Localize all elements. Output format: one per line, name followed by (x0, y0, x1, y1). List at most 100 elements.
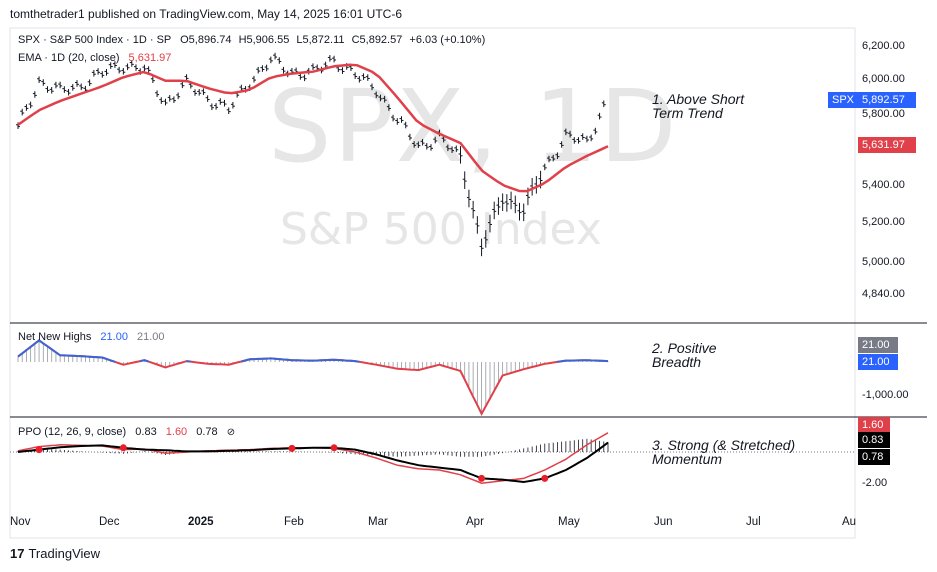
price-bar (458, 146, 463, 164)
x-label: Mar (368, 516, 388, 528)
ppo-cross-dot (330, 444, 338, 452)
x-label: Jun (654, 516, 673, 528)
spx-price-tag: 5,892.57 (858, 92, 916, 108)
legend-change: +6.03 (+0.10%) (409, 34, 486, 46)
price-bar (563, 128, 568, 136)
x-label: May (558, 516, 580, 528)
legend-ppo-v2: 1.60 (165, 426, 188, 438)
price-bar (357, 75, 362, 83)
price-bar (353, 72, 358, 79)
price-bar (214, 103, 219, 110)
price-bar (24, 104, 29, 111)
price-bar (311, 63, 315, 70)
publisher-line: tomthetrader1 published on TradingView.c… (10, 7, 403, 21)
y-label-ppo: -2.00 (862, 477, 888, 489)
annotation-3-line1: 3. Strong (& Stretched) (652, 437, 796, 453)
price-bar (302, 74, 307, 82)
price-bar (327, 55, 332, 62)
price-bar (277, 57, 282, 64)
price-bar (180, 81, 185, 89)
price-bars (16, 52, 606, 257)
price-bar (100, 71, 105, 78)
price-bar (382, 95, 387, 103)
legend-ppo-v1: 0.83 (135, 426, 157, 438)
price-bar (462, 171, 467, 189)
legend-ema-label: EMA · 1D (20, close) (18, 52, 120, 64)
price-bar (205, 95, 210, 102)
price-bar (559, 141, 564, 148)
ppo-value-tag: 0.83 (858, 432, 890, 448)
price-bar (201, 88, 206, 96)
price-bar (112, 61, 117, 68)
annotation-1: 1. Above Short Term Trend (652, 92, 744, 120)
price-bar (479, 238, 484, 257)
annotation-1-line2: Term Trend (652, 105, 723, 121)
nnh-tag-gray: 21.00 (858, 337, 898, 353)
y-label-main: 5,800.00 (862, 108, 905, 120)
price-bar (209, 103, 214, 111)
price-bar (264, 64, 269, 72)
price-bar (572, 137, 577, 144)
legend-nnh-v2: 21.00 (137, 331, 165, 343)
price-bar (374, 91, 379, 99)
price-bar (171, 96, 176, 103)
price-bar (433, 136, 438, 144)
price-bar (79, 83, 84, 91)
price-bar (66, 88, 71, 96)
ppo-signal-line (17, 432, 609, 484)
legend-ppo-label: PPO (12, 26, 9, close) (18, 426, 127, 438)
price-bar (601, 100, 606, 108)
price-bar (142, 64, 147, 72)
price-bar (483, 230, 488, 248)
price-bar (513, 195, 518, 214)
price-bar (542, 163, 547, 171)
annotation-3: 3. Strong (& Stretched) Momentum (652, 438, 795, 466)
price-bar (530, 178, 535, 196)
price-bar (521, 203, 526, 222)
price-bar (450, 146, 455, 153)
price-bar (466, 189, 471, 208)
price-bar (62, 86, 67, 93)
price-bar (429, 144, 433, 151)
price-bar (298, 73, 303, 80)
price-bar (551, 154, 556, 162)
price-bar (492, 201, 497, 220)
price-bar (197, 88, 202, 96)
price-bar (226, 107, 231, 114)
price-bar (547, 155, 551, 163)
price-bar (260, 65, 265, 72)
price-bar (488, 214, 492, 233)
price-bar (96, 68, 101, 75)
price-bar (155, 90, 160, 97)
nnh-line-negative (17, 339, 609, 416)
annotation-3-line2: Momentum (652, 451, 723, 467)
x-label: Au (842, 516, 857, 528)
price-bar (517, 202, 522, 221)
price-bar (230, 101, 235, 109)
price-bar (534, 176, 539, 194)
price-bar (150, 76, 155, 84)
watermark-name: S&P 500 Index (280, 204, 602, 255)
spx-symbol-tag: SPX (828, 92, 859, 108)
price-bar (281, 66, 286, 74)
legend-nnh-v1: 21.00 (100, 331, 128, 343)
legend-low: L5,872.11 (296, 34, 345, 46)
tradingview-logo-icon: 17 (10, 546, 25, 561)
price-bar (509, 191, 514, 210)
price-bar (28, 101, 33, 109)
price-bar (129, 60, 134, 67)
price-bar (159, 97, 164, 104)
price-bar (403, 121, 408, 129)
price-bar (41, 79, 46, 86)
price-bar (555, 152, 560, 160)
ppo-cross-dot (119, 444, 127, 452)
price-bar (70, 84, 75, 91)
eye-off-icon[interactable]: ⊘ (226, 427, 236, 438)
price-bar (378, 94, 383, 102)
price-bar (163, 98, 168, 106)
price-bar (471, 200, 476, 219)
price-bar (593, 127, 598, 135)
price-bar (412, 141, 417, 148)
footer-brand[interactable]: 17 TradingView (10, 546, 100, 561)
